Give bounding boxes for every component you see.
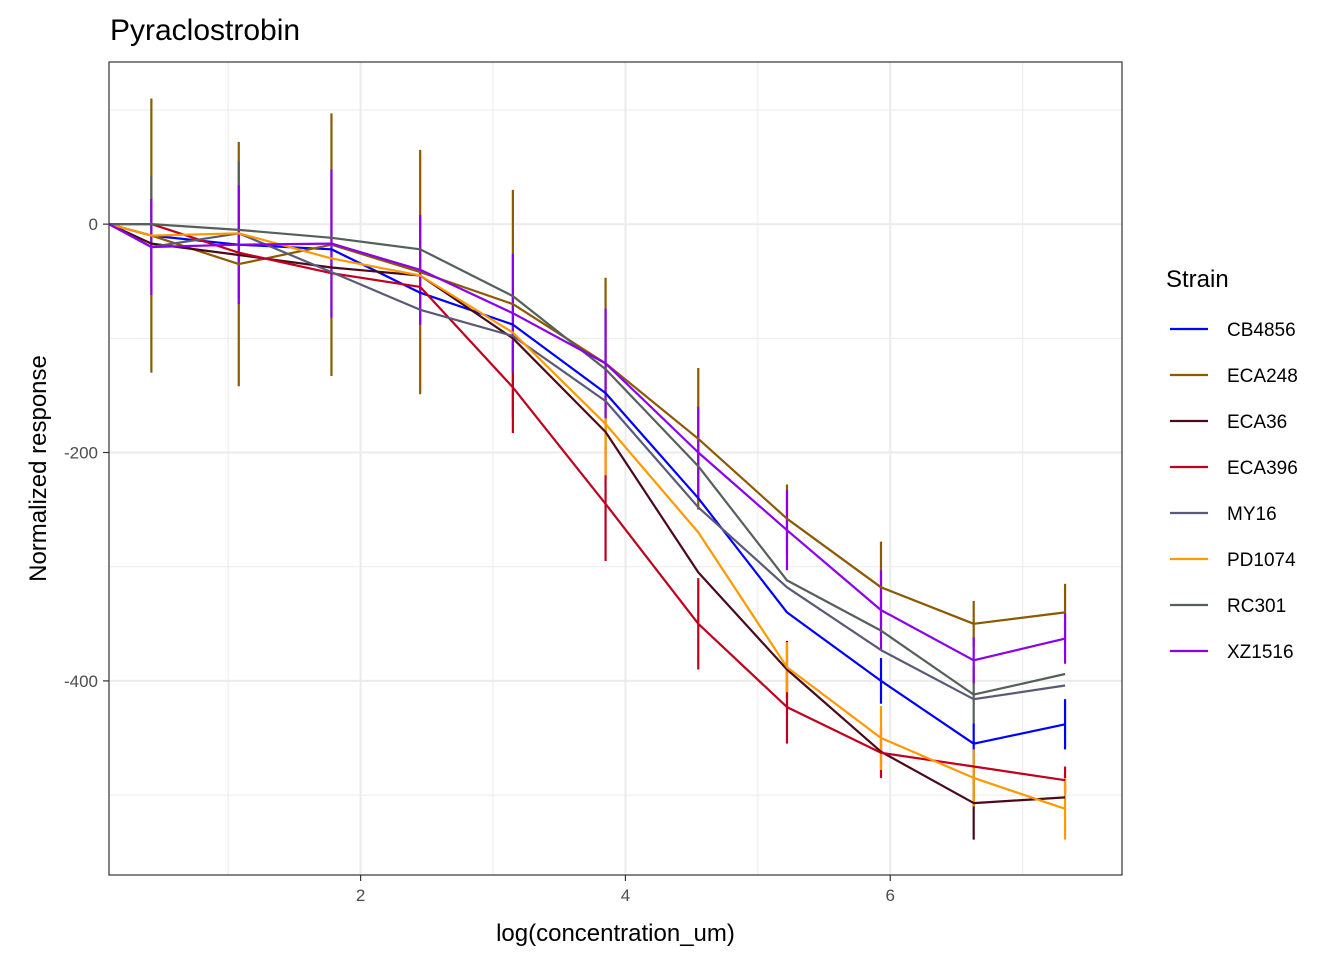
legend-label: ECA396 [1227, 458, 1298, 479]
plot-panel-border [108, 61, 1123, 876]
legend-label: XZ1516 [1227, 642, 1294, 663]
legend-label: ECA36 [1227, 412, 1287, 433]
legend-title: Strain [1166, 266, 1229, 293]
y-tick-label: 0 [89, 215, 98, 234]
series-line [109, 223, 1066, 782]
x-tick-label: 2 [356, 886, 365, 905]
legend-label: MY16 [1227, 504, 1277, 525]
legend: Strain CB4856 ECA248 ECA36 ECA396 MY16 PD1074… [1166, 266, 1298, 663]
series-line [108, 223, 1066, 701]
series-line [108, 223, 1066, 745]
y-tick-label: -200 [64, 444, 98, 463]
x-axis-title: log(concentration_um) [496, 920, 735, 947]
series-line [108, 223, 1066, 805]
chart-title: Pyraclostrobin [110, 14, 300, 47]
series-lines [108, 223, 1066, 810]
series-line [109, 223, 1066, 696]
x-tick-label: 6 [886, 886, 895, 905]
x-tick-label: 4 [621, 886, 630, 905]
y-axis-title: Normalized response [25, 355, 52, 582]
legend-label: CB4856 [1227, 320, 1296, 341]
series-line [108, 223, 1066, 810]
legend-label: PD1074 [1227, 550, 1296, 571]
y-tick-label: -400 [64, 672, 98, 691]
axes: 2 4 6 0 -200 -400 [64, 215, 895, 905]
legend-label: RC301 [1227, 596, 1286, 617]
legend-label: ECA248 [1227, 366, 1298, 387]
series-line [108, 223, 1066, 662]
